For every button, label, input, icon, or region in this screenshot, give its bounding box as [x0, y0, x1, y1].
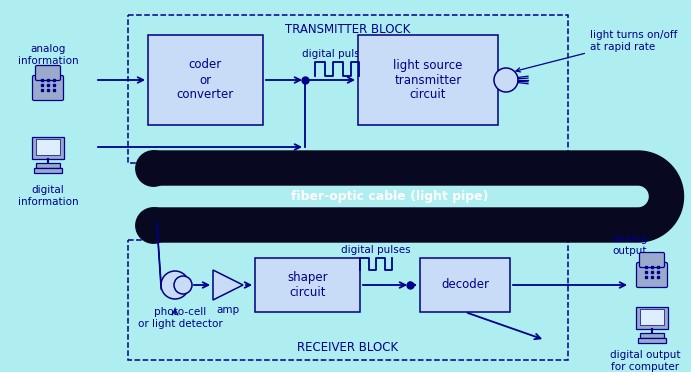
Text: digital
information: digital information	[18, 185, 78, 206]
Text: digital output
for computer: digital output for computer	[609, 350, 680, 372]
FancyBboxPatch shape	[36, 139, 60, 155]
Text: photo-cell
or light detector: photo-cell or light detector	[138, 307, 223, 328]
FancyBboxPatch shape	[636, 263, 668, 288]
Circle shape	[174, 276, 192, 294]
Text: digital pulses: digital pulses	[341, 245, 411, 255]
FancyBboxPatch shape	[636, 307, 668, 329]
FancyBboxPatch shape	[34, 168, 62, 173]
Text: amp: amp	[216, 305, 240, 315]
FancyBboxPatch shape	[148, 35, 263, 125]
Text: digital pulses: digital pulses	[302, 49, 372, 59]
FancyBboxPatch shape	[255, 258, 360, 312]
FancyBboxPatch shape	[35, 65, 61, 80]
Polygon shape	[213, 270, 243, 300]
FancyBboxPatch shape	[420, 258, 510, 312]
Polygon shape	[153, 151, 683, 242]
Circle shape	[494, 68, 518, 92]
Circle shape	[161, 271, 189, 299]
FancyBboxPatch shape	[36, 163, 60, 168]
FancyBboxPatch shape	[358, 35, 498, 125]
Text: light turns on/off
at rapid rate: light turns on/off at rapid rate	[516, 30, 677, 72]
FancyBboxPatch shape	[32, 76, 64, 100]
Text: analog
output: analog output	[612, 234, 647, 256]
FancyBboxPatch shape	[638, 338, 666, 343]
Text: TRANSMITTER BLOCK: TRANSMITTER BLOCK	[285, 23, 410, 36]
FancyBboxPatch shape	[639, 253, 665, 267]
Text: coder
or
converter: coder or converter	[177, 58, 234, 102]
Text: RECEIVER BLOCK: RECEIVER BLOCK	[297, 341, 399, 354]
Text: decoder: decoder	[441, 279, 489, 292]
Text: analog
information: analog information	[18, 44, 78, 66]
FancyBboxPatch shape	[640, 309, 664, 325]
Text: light source
transmitter
circuit: light source transmitter circuit	[393, 58, 463, 102]
FancyBboxPatch shape	[640, 333, 664, 338]
Text: shaper
circuit: shaper circuit	[287, 271, 328, 299]
FancyBboxPatch shape	[32, 137, 64, 159]
Text: fiber-optic cable (light pipe): fiber-optic cable (light pipe)	[291, 190, 489, 203]
